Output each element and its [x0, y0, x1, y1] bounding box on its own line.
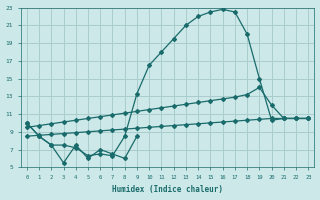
X-axis label: Humidex (Indice chaleur): Humidex (Indice chaleur) [112, 185, 223, 194]
